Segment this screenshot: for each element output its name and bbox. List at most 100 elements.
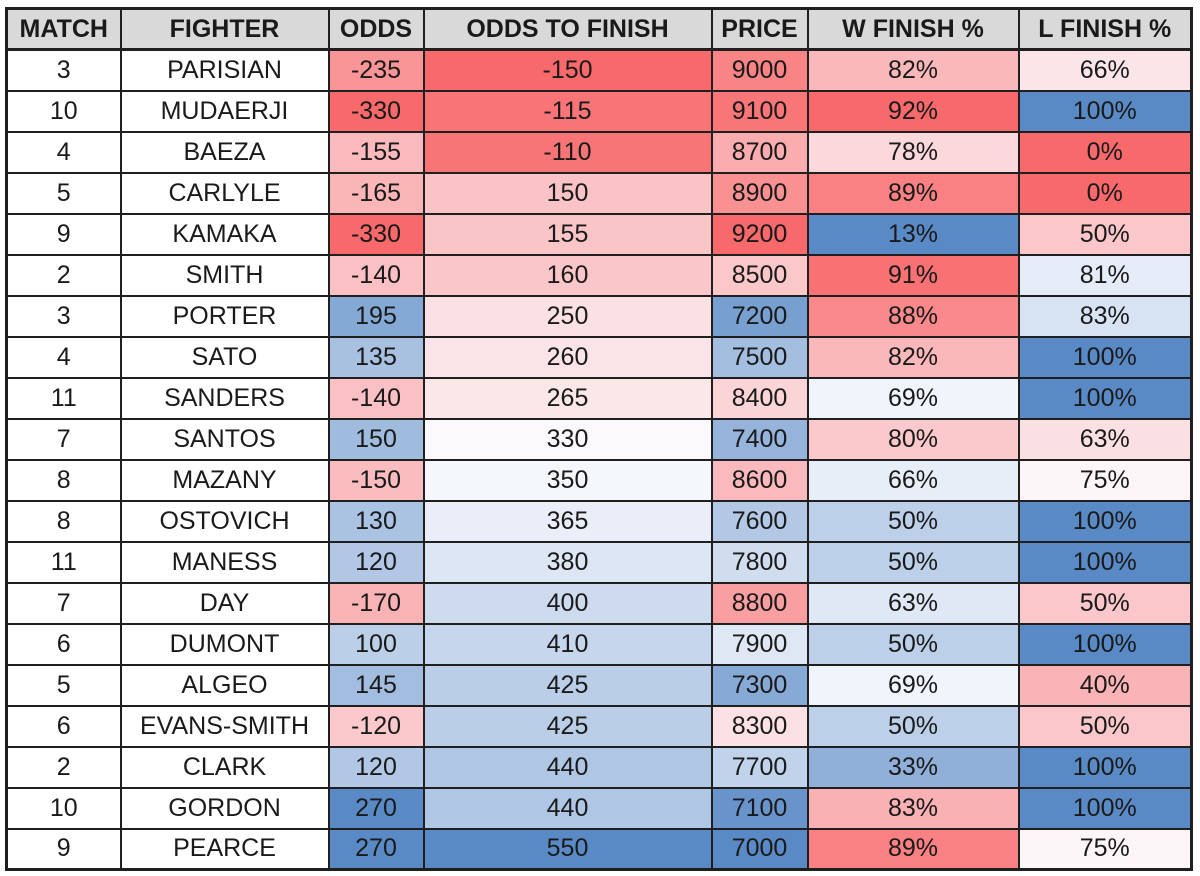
table-row: 3 PARISIAN -235 -150 9000 82% 66% (5, 48, 1193, 92)
table-row: 2 CLARK 120 440 7700 33% 100% (5, 745, 1193, 789)
w-finish-cell: 82% (806, 48, 1020, 92)
fighter-cell: EVANS-SMITH (119, 704, 330, 748)
odds-cell: -235 (327, 48, 425, 92)
table-row: 8 OSTOVICH 130 365 7600 50% 100% (5, 499, 1193, 543)
price-cell: 7700 (710, 745, 809, 789)
w-finish-cell: 50% (806, 499, 1020, 543)
match-cell: 9 (5, 827, 122, 871)
table-header: MATCH FIGHTER ODDS ODDS TO FINISH PRICE W FIN… (5, 7, 1193, 51)
l-finish-cell: 100% (1017, 745, 1193, 789)
table-row: 8 MAZANY -150 350 8600 66% 75% (5, 458, 1193, 502)
w-finish-cell: 50% (806, 622, 1020, 666)
odds-to-finish-cell: 350 (422, 458, 713, 502)
w-finish-cell: 13% (806, 212, 1020, 256)
column-header-match: MATCH (5, 7, 122, 51)
w-finish-cell: 50% (806, 704, 1020, 748)
odds-to-finish-cell: 150 (422, 171, 713, 215)
l-finish-cell: 100% (1017, 89, 1193, 133)
w-finish-cell: 92% (806, 89, 1020, 133)
table-row: 2 SMITH -140 160 8500 91% 81% (5, 253, 1193, 297)
table-row: 7 SANTOS 150 330 7400 80% 63% (5, 417, 1193, 461)
l-finish-cell: 100% (1017, 499, 1193, 543)
odds-cell: 120 (327, 745, 425, 789)
odds-cell: 100 (327, 622, 425, 666)
odds-to-finish-cell: 265 (422, 376, 713, 420)
table-row: 7 DAY -170 400 8800 63% 50% (5, 581, 1193, 625)
price-cell: 8700 (710, 130, 809, 174)
odds-to-finish-cell: -150 (422, 48, 713, 92)
l-finish-cell: 63% (1017, 417, 1193, 461)
price-cell: 8900 (710, 171, 809, 215)
table-row: 6 EVANS-SMITH -120 425 8300 50% 50% (5, 704, 1193, 748)
table-row: 11 SANDERS -140 265 8400 69% 100% (5, 376, 1193, 420)
table-body: 3 PARISIAN -235 -150 9000 82% 66% 10 MUDAERJI -33… (5, 48, 1193, 871)
match-cell: 2 (5, 745, 122, 789)
l-finish-cell: 75% (1017, 827, 1193, 871)
w-finish-cell: 82% (806, 335, 1020, 379)
match-cell: 10 (5, 89, 122, 133)
column-header-price: PRICE (710, 7, 809, 51)
odds-to-finish-cell: 365 (422, 499, 713, 543)
fighter-cell: DAY (119, 581, 330, 625)
price-cell: 9000 (710, 48, 809, 92)
w-finish-cell: 69% (806, 663, 1020, 707)
match-cell: 11 (5, 540, 122, 584)
fighter-cell: PARISIAN (119, 48, 330, 92)
odds-cell: -140 (327, 376, 425, 420)
price-cell: 7800 (710, 540, 809, 584)
table-row: 5 ALGEO 145 425 7300 69% 40% (5, 663, 1193, 707)
price-cell: 8600 (710, 458, 809, 502)
w-finish-cell: 33% (806, 745, 1020, 789)
w-finish-cell: 80% (806, 417, 1020, 461)
fighter-cell: CARLYLE (119, 171, 330, 215)
odds-to-finish-cell: -115 (422, 89, 713, 133)
table-row: 10 GORDON 270 440 7100 83% 100% (5, 786, 1193, 830)
odds-to-finish-cell: 160 (422, 253, 713, 297)
table-row: 9 PEARCE 270 550 7000 89% 75% (5, 827, 1193, 871)
odds-cell: -330 (327, 89, 425, 133)
price-cell: 7100 (710, 786, 809, 830)
price-cell: 8400 (710, 376, 809, 420)
table-row: 5 CARLYLE -165 150 8900 89% 0% (5, 171, 1193, 215)
odds-cell: 120 (327, 540, 425, 584)
l-finish-cell: 50% (1017, 581, 1193, 625)
odds-cell: -140 (327, 253, 425, 297)
l-finish-cell: 100% (1017, 540, 1193, 584)
header-row: MATCH FIGHTER ODDS ODDS TO FINISH PRICE W FIN… (5, 7, 1193, 51)
fighter-cell: MUDAERJI (119, 89, 330, 133)
table-row: 4 BAEZA -155 -110 8700 78% 0% (5, 130, 1193, 174)
odds-to-finish-cell: 550 (422, 827, 713, 871)
odds-to-finish-cell: 425 (422, 663, 713, 707)
odds-to-finish-cell: 330 (422, 417, 713, 461)
match-cell: 6 (5, 622, 122, 666)
fighter-cell: ALGEO (119, 663, 330, 707)
fighter-cell: GORDON (119, 786, 330, 830)
odds-cell: 135 (327, 335, 425, 379)
match-cell: 7 (5, 417, 122, 461)
fighter-cell: DUMONT (119, 622, 330, 666)
l-finish-cell: 83% (1017, 294, 1193, 338)
table-row: 4 SATO 135 260 7500 82% 100% (5, 335, 1193, 379)
fighter-cell: MAZANY (119, 458, 330, 502)
l-finish-cell: 100% (1017, 376, 1193, 420)
fighter-cell: OSTOVICH (119, 499, 330, 543)
l-finish-cell: 0% (1017, 130, 1193, 174)
match-cell: 10 (5, 786, 122, 830)
odds-cell: 270 (327, 827, 425, 871)
odds-to-finish-cell: -110 (422, 130, 713, 174)
w-finish-cell: 83% (806, 786, 1020, 830)
l-finish-cell: 50% (1017, 704, 1193, 748)
odds-cell: -165 (327, 171, 425, 215)
table-row: 9 KAMAKA -330 155 9200 13% 50% (5, 212, 1193, 256)
fighter-odds-table: MATCH FIGHTER ODDS ODDS TO FINISH PRICE W FIN… (5, 7, 1193, 871)
fighter-cell: SATO (119, 335, 330, 379)
price-cell: 7900 (710, 622, 809, 666)
price-cell: 8800 (710, 581, 809, 625)
match-cell: 8 (5, 458, 122, 502)
match-cell: 6 (5, 704, 122, 748)
match-cell: 8 (5, 499, 122, 543)
odds-to-finish-cell: 400 (422, 581, 713, 625)
price-cell: 9100 (710, 89, 809, 133)
fighter-cell: BAEZA (119, 130, 330, 174)
price-cell: 8500 (710, 253, 809, 297)
